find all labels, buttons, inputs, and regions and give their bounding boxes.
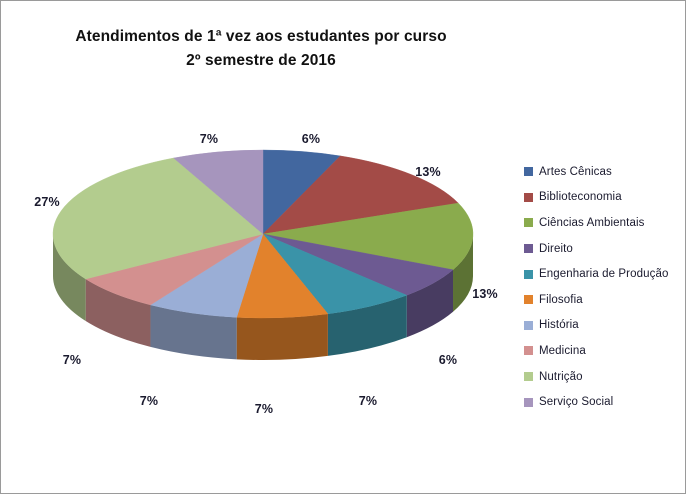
pie-percentage-label: 7% <box>358 394 378 408</box>
chart-title-line-2: 2º semestre de 2016 <box>186 52 336 70</box>
pie-slice-side <box>406 269 454 338</box>
pie-top-slices <box>52 149 474 319</box>
legend-item-label: Biblioteconomia <box>539 191 622 204</box>
legend-item[interactable]: Medicina <box>524 338 682 364</box>
pie-slice-side <box>453 234 473 312</box>
legend-color-swatch <box>524 218 533 228</box>
pie-slice-side <box>327 295 407 356</box>
legend-item[interactable]: Direito <box>524 236 682 262</box>
chart-legend: Artes Cênicas Biblioteconomia Ciências Amb… <box>524 159 682 415</box>
legend-item-label: Medicina <box>539 344 586 357</box>
pie-slice-side <box>53 233 86 322</box>
pie-chart-area: 6% 13% 13% 6% 7% 7% 7% 7% 27% 7% <box>1 1 521 493</box>
legend-item-label: Filosofia <box>539 293 583 306</box>
legend-color-swatch <box>524 244 533 254</box>
pie-percentage-label: 6% <box>301 132 321 146</box>
pie-percentage-label: 27% <box>34 195 60 209</box>
legend-color-swatch <box>524 192 533 202</box>
legend-item-label: Artes Cênicas <box>539 165 612 178</box>
pie-slice-nutri-o[interactable] <box>52 157 264 280</box>
pie-slice-side <box>85 279 151 347</box>
legend-item[interactable]: Nutrição <box>524 364 682 390</box>
pie-percentage-label: 13% <box>415 165 441 179</box>
legend-color-swatch <box>524 320 533 330</box>
pie-slice-servi-o-social[interactable] <box>173 149 264 235</box>
legend-item[interactable]: Biblioteconomia <box>524 185 682 211</box>
pie-chart-svg <box>52 149 474 361</box>
pie-percentage-label: 7% <box>254 402 274 416</box>
pie-percentage-label: 7% <box>62 353 82 367</box>
legend-color-swatch <box>524 269 533 279</box>
pie-percentage-label: 13% <box>472 287 498 301</box>
legend-item[interactable]: História <box>524 313 682 339</box>
pie-slice-side <box>236 313 328 361</box>
legend-item[interactable]: Engenharia de Produção <box>524 261 682 287</box>
pie-percentage-label: 6% <box>438 353 458 367</box>
chart-title: Atendimentos de 1ª vez aos estudantes po… <box>1 25 521 73</box>
legend-color-swatch <box>524 397 533 407</box>
legend-color-swatch <box>524 167 533 177</box>
legend-item-label: Direito <box>539 242 573 255</box>
legend-item[interactable]: Artes Cênicas <box>524 159 682 185</box>
legend-item-label: História <box>539 319 579 332</box>
chart-title-line-1: Atendimentos de 1ª vez aos estudantes po… <box>75 28 447 45</box>
legend-item-label: Engenharia de Produção <box>539 268 669 281</box>
pie-percentage-label: 7% <box>139 394 159 408</box>
pie-slice-side <box>150 304 237 360</box>
legend-item-label: Ciências Ambientais <box>539 216 645 229</box>
legend-item[interactable]: Serviço Social <box>524 389 682 415</box>
pie-percentage-label: 7% <box>199 132 219 146</box>
pie-slice-biblioteconomia[interactable] <box>262 155 459 235</box>
legend-item-label: Serviço Social <box>539 396 614 409</box>
legend-item[interactable]: Filosofia <box>524 287 682 313</box>
legend-item[interactable]: Ciências Ambientais <box>524 210 682 236</box>
legend-item-label: Nutrição <box>539 370 583 383</box>
legend-color-swatch <box>524 372 533 382</box>
pie-3d-side-walls <box>53 233 473 361</box>
pie-slice-ci-ncias-ambientais[interactable] <box>262 202 474 270</box>
legend-color-swatch <box>524 295 533 305</box>
legend-color-swatch <box>524 346 533 356</box>
